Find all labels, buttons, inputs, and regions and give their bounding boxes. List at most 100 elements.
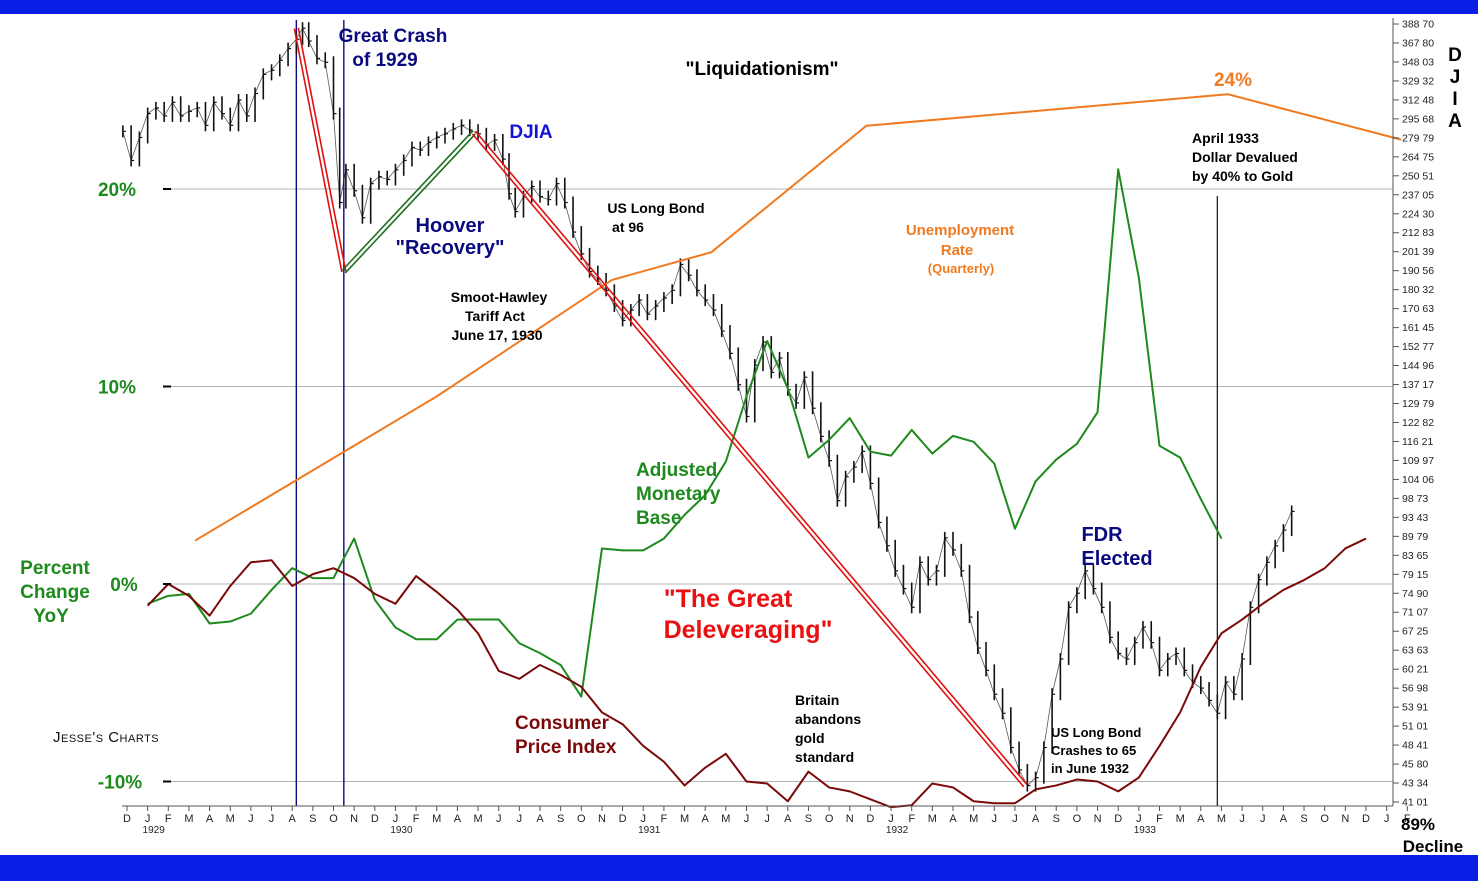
x-axis-month-label: F bbox=[908, 813, 915, 825]
right-axis-title-letter: A bbox=[1448, 111, 1462, 132]
left-axis-label-line2: Change bbox=[20, 582, 90, 603]
x-axis-month-label: M bbox=[473, 813, 482, 825]
right-axis-tick-label: 79 15 bbox=[1402, 569, 1428, 581]
hoover-line2: "Recovery" bbox=[395, 237, 504, 259]
right-axis-tick-label: 67 25 bbox=[1402, 626, 1428, 638]
long-bond-65-line3: in June 1932 bbox=[1051, 761, 1129, 776]
right-axis-tick-label: 264 75 bbox=[1402, 151, 1434, 163]
x-axis-month-label: A bbox=[1280, 813, 1288, 825]
trendline-stroke-b bbox=[474, 130, 1028, 785]
april-1933-line2: Dollar Devalued bbox=[1192, 149, 1298, 165]
x-axis-month-label: O bbox=[329, 813, 338, 825]
right-axis-tick-label: 329 32 bbox=[1402, 75, 1434, 87]
left-axis-ticks: 20% 10% 0% -10% bbox=[98, 180, 171, 794]
x-axis-month-label: J bbox=[1384, 813, 1390, 825]
left-axis-tick-label: 20% bbox=[98, 180, 136, 201]
long-bond-65-line1: US Long Bond bbox=[1051, 725, 1141, 740]
right-axis-tick-label: 170 63 bbox=[1402, 303, 1434, 315]
right-axis-tick-label: 45 80 bbox=[1402, 759, 1428, 771]
bottom-border-bar bbox=[0, 855, 1478, 881]
cpi-series-line bbox=[146, 537, 1367, 809]
x-axis-month-label: M bbox=[184, 813, 193, 825]
top-border-bar bbox=[0, 0, 1478, 14]
great-deleveraging-line2: Deleveraging" bbox=[664, 616, 833, 644]
x-axis-month-label: S bbox=[805, 813, 812, 825]
x-axis-month-label: O bbox=[825, 813, 834, 825]
right-axis-tick-label: 152 77 bbox=[1402, 341, 1434, 353]
right-axis-tick-label: 122 82 bbox=[1402, 417, 1434, 429]
right-axis-tick-label: 312 48 bbox=[1402, 94, 1434, 106]
x-axis-month-label: M bbox=[226, 813, 235, 825]
x-axis-month-label: J bbox=[1239, 813, 1245, 825]
djia-series-label: DJIA bbox=[509, 122, 553, 143]
x-axis-month-label: M bbox=[680, 813, 689, 825]
x-axis-month-label: A bbox=[289, 813, 297, 825]
right-axis-tick-label: 129 79 bbox=[1402, 398, 1434, 410]
right-axis-tick-label: 74 90 bbox=[1402, 588, 1428, 600]
britain-line3: gold bbox=[795, 730, 825, 746]
right-axis-tick-label: 89 79 bbox=[1402, 531, 1428, 543]
x-axis-month-label: J bbox=[269, 813, 275, 825]
hoover-line1: Hoover bbox=[416, 215, 485, 237]
right-axis-tick-label: 71 07 bbox=[1402, 607, 1428, 619]
left-axis-tick-label: 10% bbox=[98, 378, 136, 399]
x-axis-month-label: J bbox=[992, 813, 998, 825]
right-axis-tick-label: 48 41 bbox=[1402, 740, 1428, 752]
right-axis-tick-label: 348 03 bbox=[1402, 56, 1434, 68]
right-axis-tick-label: 83 65 bbox=[1402, 550, 1428, 562]
x-axis-month-label: J bbox=[248, 813, 254, 825]
right-axis-tick-label: 43 34 bbox=[1402, 778, 1428, 790]
x-axis-month-label: D bbox=[1114, 813, 1122, 825]
right-axis-title: DJIA bbox=[1448, 45, 1462, 132]
trendline-stroke-a bbox=[471, 133, 1025, 788]
right-axis-tick-label: 295 68 bbox=[1402, 113, 1434, 125]
x-axis-month-label: S bbox=[309, 813, 316, 825]
trend-layer bbox=[293, 27, 1028, 788]
x-axis-month-label: J bbox=[1260, 813, 1266, 825]
x-axis-month-label: A bbox=[454, 813, 462, 825]
x-axis-month-label: D bbox=[619, 813, 627, 825]
smoot-line3: June 17, 1930 bbox=[451, 327, 542, 343]
right-axis-tick-label: 201 39 bbox=[1402, 246, 1434, 258]
april-1933-line3: by 40% to Gold bbox=[1192, 168, 1293, 184]
x-axis-month-label: M bbox=[1217, 813, 1226, 825]
x-axis-year-labels: 1929 1930 1931 1932 1933 bbox=[143, 825, 1157, 836]
fdr-line2: Elected bbox=[1081, 548, 1152, 570]
right-axis-tick-label: 388 70 bbox=[1402, 19, 1434, 31]
decline-line1: 89% bbox=[1401, 815, 1435, 834]
x-axis-month-label: O bbox=[1320, 813, 1329, 825]
x-axis-month-label: J bbox=[888, 813, 894, 825]
x-axis-month-label: S bbox=[1300, 813, 1307, 825]
x-axis-month-label: A bbox=[949, 813, 957, 825]
monetary-base-line1: Adjusted bbox=[636, 460, 717, 481]
trendline-stroke-b bbox=[297, 27, 347, 272]
right-axis-title-letter: I bbox=[1452, 89, 1457, 110]
x-axis-month-label: D bbox=[371, 813, 379, 825]
x-axis-month-label: M bbox=[432, 813, 441, 825]
right-axis-tick-label: 250 51 bbox=[1402, 170, 1434, 182]
x-axis-month-label: N bbox=[350, 813, 358, 825]
right-axis-tick-label: 116 21 bbox=[1402, 436, 1433, 448]
fdr-line1: FDR bbox=[1081, 524, 1123, 546]
cpi-label-line2: Price Index bbox=[515, 737, 617, 758]
right-axis-tick-label: 237 05 bbox=[1402, 189, 1434, 201]
x-axis-month-label: M bbox=[1176, 813, 1185, 825]
right-axis-ticks: 388 70 367 80 348 03 329 32 312 48 295 68 279 … bbox=[1393, 19, 1434, 809]
x-axis-month-label: J bbox=[145, 813, 151, 825]
x-axis-month-label: F bbox=[661, 813, 668, 825]
trendline-stroke-a bbox=[293, 28, 343, 273]
great-crash-line1: Great Crash bbox=[339, 26, 448, 47]
x-axis-month-label: A bbox=[1032, 813, 1040, 825]
right-axis-tick-label: 144 96 bbox=[1402, 360, 1434, 372]
x-axis-month-label: J bbox=[641, 813, 647, 825]
x-axis-month-label: J bbox=[496, 813, 502, 825]
smoot-line2: Tariff Act bbox=[465, 308, 525, 324]
britain-line4: standard bbox=[795, 749, 854, 765]
decline-line2: Decline bbox=[1403, 837, 1463, 856]
right-axis-tick-label: 212 83 bbox=[1402, 227, 1434, 239]
right-axis-tick-label: 41 01 bbox=[1402, 797, 1428, 809]
right-axis-tick-label: 224 30 bbox=[1402, 208, 1434, 220]
x-axis-month-label: N bbox=[846, 813, 854, 825]
right-axis-tick-label: 63 63 bbox=[1402, 645, 1428, 657]
